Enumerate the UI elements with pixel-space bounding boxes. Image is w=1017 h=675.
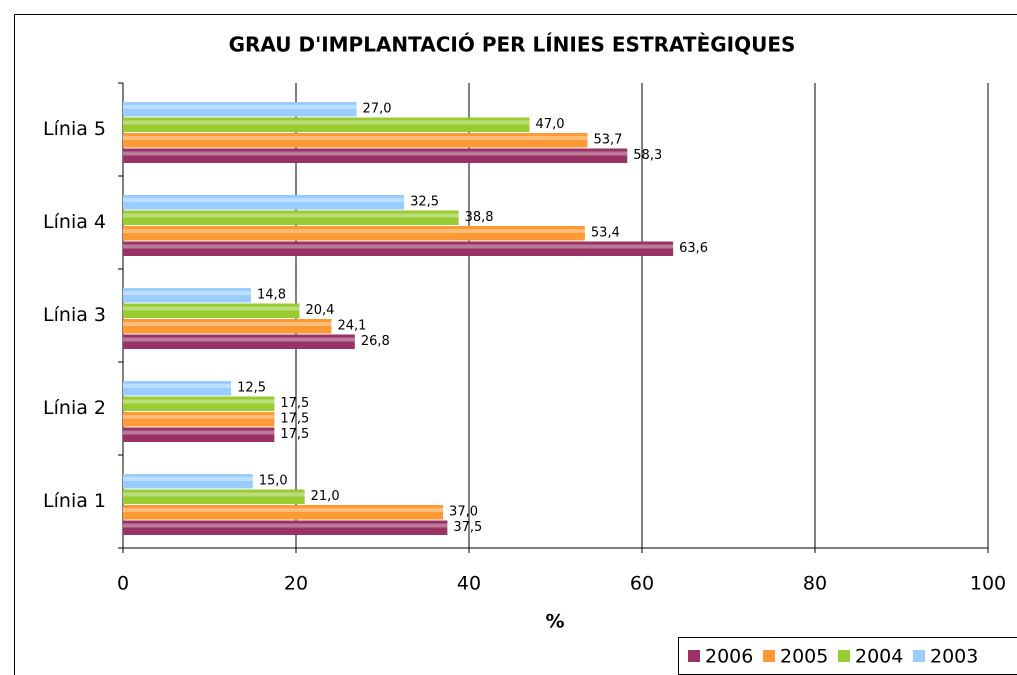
value-label: 17,5 <box>280 396 309 411</box>
bar-highlight <box>123 213 459 218</box>
x-axis-label: % <box>545 611 564 633</box>
bar-highlight <box>123 120 530 125</box>
bar-highlight <box>123 492 305 497</box>
bar-highlight <box>123 384 232 388</box>
bar <box>123 505 444 520</box>
bar-highlight <box>123 337 355 342</box>
value-label: 17,5 <box>280 411 309 426</box>
bar <box>123 489 305 504</box>
bar-highlight <box>123 508 444 512</box>
bar <box>123 241 674 256</box>
value-label: 14,8 <box>257 287 286 302</box>
bar-highlight <box>123 415 275 419</box>
bar-highlight <box>123 399 275 404</box>
y-tick-label: Línia 1 <box>43 490 106 512</box>
value-label: 32,5 <box>410 194 439 209</box>
legend-swatch <box>688 650 700 662</box>
bar-highlight <box>123 291 252 295</box>
x-tick-label: 20 <box>284 573 308 595</box>
legend-label: 2004 <box>855 646 903 668</box>
value-label: 47,0 <box>536 117 565 132</box>
bar <box>123 148 628 163</box>
bar <box>123 427 275 442</box>
value-label: 15,0 <box>259 473 288 488</box>
bar <box>123 319 332 334</box>
value-label: 21,0 <box>311 489 340 504</box>
y-tick-label: Línia 3 <box>43 304 106 326</box>
bar-highlight <box>123 477 253 481</box>
bar <box>123 117 530 132</box>
legend-label: 2005 <box>780 646 828 668</box>
legend-swatch <box>913 650 925 662</box>
x-tick-label: 80 <box>803 573 827 595</box>
y-tick-label: Línia 2 <box>43 397 106 419</box>
bar <box>123 102 357 117</box>
value-label: 26,8 <box>361 334 390 349</box>
value-label: 24,1 <box>337 318 366 333</box>
value-label: 12,5 <box>237 380 266 395</box>
bar-highlight <box>123 430 275 435</box>
value-label: 38,8 <box>465 210 494 225</box>
bar-highlight <box>123 322 332 326</box>
bar <box>123 303 300 318</box>
value-label: 58,3 <box>633 148 662 163</box>
bar <box>123 412 275 427</box>
bar-highlight <box>123 136 588 140</box>
bar-highlight <box>123 229 585 233</box>
value-label: 53,4 <box>591 225 620 240</box>
y-tick-label: Línia 5 <box>43 118 106 140</box>
value-label: 27,0 <box>363 101 392 116</box>
bar <box>123 334 355 349</box>
bar <box>123 474 253 489</box>
x-tick-label: 0 <box>117 573 129 595</box>
bar <box>123 133 588 148</box>
bar <box>123 210 459 225</box>
bar <box>123 396 275 411</box>
value-label: 63,6 <box>679 241 708 256</box>
chart-title: GRAU D'IMPLANTACIÓ PER LÍNIES ESTRATÈGIQ… <box>229 33 796 57</box>
x-tick-label: 100 <box>970 573 1006 595</box>
bar-highlight <box>123 105 357 109</box>
legend-label: 2003 <box>930 646 978 668</box>
bar <box>123 195 405 210</box>
x-tick-label: 40 <box>457 573 481 595</box>
x-tick-label: 60 <box>630 573 654 595</box>
value-label: 53,7 <box>594 132 623 147</box>
bar-highlight <box>123 306 300 311</box>
bar-highlight <box>123 244 674 249</box>
legend-swatch <box>838 650 850 662</box>
bar-highlight <box>123 198 405 202</box>
bar <box>123 226 585 241</box>
value-label: 20,4 <box>305 303 334 318</box>
value-label: 17,5 <box>280 427 309 442</box>
value-label: 37,0 <box>449 504 478 519</box>
legend-swatch <box>763 650 775 662</box>
bar <box>123 381 232 396</box>
bar-highlight <box>123 523 448 528</box>
y-tick-label: Línia 4 <box>43 211 106 233</box>
bar-highlight <box>123 151 628 156</box>
bar <box>123 288 252 303</box>
legend-label: 2006 <box>705 646 753 668</box>
value-label: 37,5 <box>453 520 482 535</box>
bar <box>123 520 448 535</box>
